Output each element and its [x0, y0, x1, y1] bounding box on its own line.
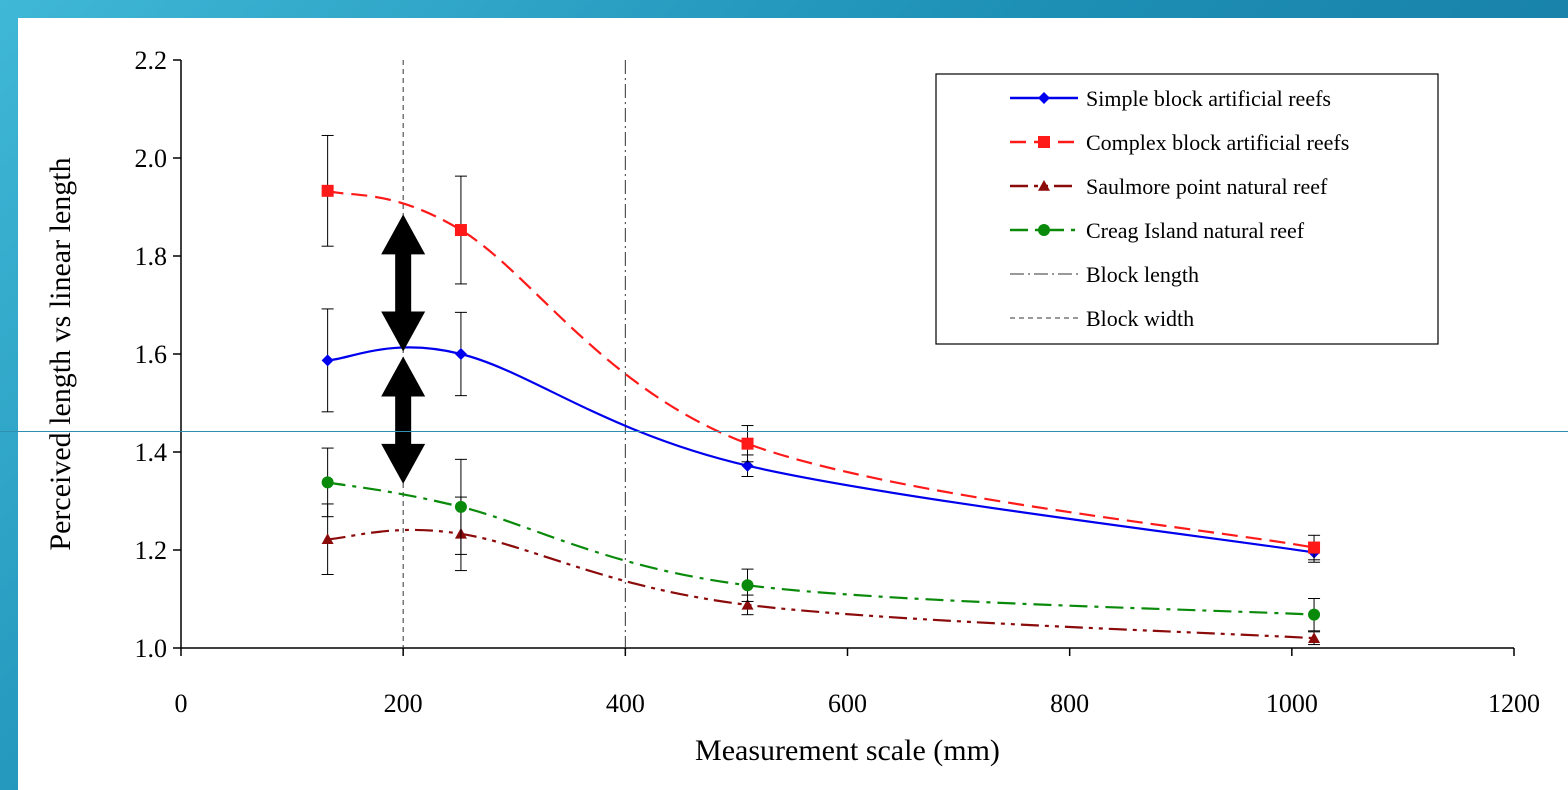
x-tick-label: 800	[1050, 689, 1089, 718]
legend-label: Saulmore point natural reef	[1086, 174, 1328, 199]
y-tick-label: 1.8	[135, 242, 168, 271]
slide-divider-line	[0, 431, 1568, 432]
legend-label: Block length	[1086, 262, 1199, 287]
legend-marker	[1038, 224, 1050, 236]
data-point-complex-block-artificial-reefs	[1308, 541, 1321, 554]
data-point-creag-island-natural-reef	[321, 476, 334, 489]
double-arrow-annotation	[381, 356, 426, 484]
legend-marker	[1038, 136, 1050, 148]
y-tick-label: 2.2	[135, 46, 168, 75]
legend-marker	[1038, 180, 1050, 191]
data-point-creag-island-natural-reef	[741, 579, 754, 592]
data-point-complex-block-artificial-reefs	[741, 437, 754, 450]
x-tick-label: 1200	[1488, 689, 1540, 718]
legend-label: Simple block artificial reefs	[1086, 86, 1331, 111]
y-tick-label: 1.4	[135, 438, 168, 467]
x-tick-label: 400	[606, 689, 645, 718]
x-axis-title: Measurement scale (mm)	[695, 734, 1000, 767]
legend-label: Block width	[1086, 306, 1194, 331]
data-point-creag-island-natural-reef	[454, 500, 467, 513]
legend-box	[935, 73, 1439, 345]
x-tick-label: 1000	[1266, 689, 1318, 718]
data-point-saulmore-point-natural-reef	[741, 598, 754, 610]
data-point-saulmore-point-natural-reef	[1308, 632, 1321, 643]
series-line-saulmore-point-natural-reef	[327, 528, 1315, 640]
data-point-complex-block-artificial-reefs	[454, 224, 467, 237]
y-tick-label: 1.0	[135, 634, 168, 663]
legend-marker	[1038, 92, 1050, 104]
data-point-creag-island-natural-reef	[1308, 608, 1321, 621]
data-point-simple-block-artificial-reefs	[741, 459, 754, 472]
data-point-complex-block-artificial-reefs	[321, 184, 334, 197]
data-point-saulmore-point-natural-reef	[321, 533, 334, 545]
series-line-complex-block-artificial-reefs	[327, 189, 1315, 549]
legend-label: Creag Island natural reef	[1086, 218, 1305, 243]
x-tick-label: 0	[175, 689, 188, 718]
y-axis-title: Perceived length vs linear length	[44, 157, 77, 550]
y-tick-label: 1.2	[135, 536, 168, 565]
double-arrow-annotation	[381, 214, 426, 352]
x-tick-label: 200	[384, 689, 423, 718]
series-line-creag-island-natural-reef	[327, 481, 1315, 616]
y-tick-label: 2.0	[135, 144, 168, 173]
y-tick-label: 1.6	[135, 340, 168, 369]
series-line-simple-block-artificial-reefs	[327, 346, 1315, 554]
legend-label: Complex block artificial reefs	[1086, 130, 1349, 155]
data-point-simple-block-artificial-reefs	[321, 354, 334, 367]
x-tick-label: 600	[828, 689, 867, 718]
data-point-simple-block-artificial-reefs	[454, 348, 467, 360]
